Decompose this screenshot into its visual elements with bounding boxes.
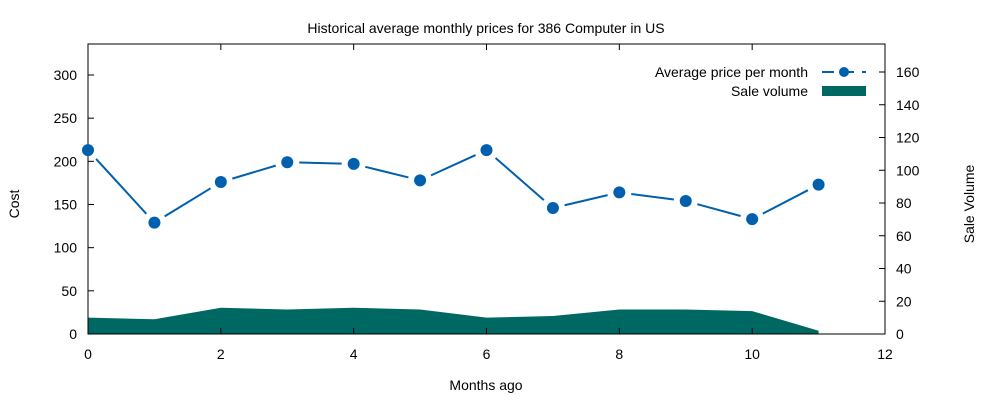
price-point: [281, 156, 294, 169]
y-tick-label: 300: [54, 67, 78, 83]
price-line-segment: [762, 189, 809, 215]
y-tick-label: 100: [54, 240, 78, 256]
price-line-segment: [631, 192, 674, 201]
price-line-segment: [164, 187, 212, 218]
x-tick-label: 10: [744, 346, 760, 362]
y2-tick-label: 20: [896, 293, 912, 309]
y-tick-label: 150: [54, 197, 78, 213]
chart-title: Historical average monthly prices for 38…: [307, 20, 664, 36]
price-line-segment: [95, 158, 148, 215]
price-line-segment: [365, 165, 409, 179]
y2-tick-label: 120: [896, 130, 920, 146]
y2-axis-label: Sale Volume: [961, 164, 977, 243]
price-line-segment: [430, 154, 476, 177]
x-tick-label: 8: [615, 346, 623, 362]
y2-tick-label: 0: [896, 326, 904, 342]
x-tick-label: 12: [877, 346, 893, 362]
price-point: [214, 176, 227, 189]
price-line-segment: [564, 194, 608, 207]
x-tick-label: 6: [483, 346, 491, 362]
price-point: [746, 213, 759, 226]
price-point: [480, 144, 493, 157]
legend-label-volume: Sale volume: [731, 83, 808, 99]
price-line-segment: [494, 157, 545, 201]
price-point: [82, 144, 94, 157]
volume-area: [88, 307, 819, 334]
price-point: [613, 186, 626, 199]
price-line-segment: [697, 203, 741, 217]
price-point: [546, 201, 559, 214]
x-tick-label: 2: [217, 346, 225, 362]
price-point: [347, 157, 360, 170]
x-tick-label: 4: [350, 346, 358, 362]
y-tick-label: 200: [54, 153, 78, 169]
legend-swatch-volume: [822, 86, 866, 96]
price-line-segment: [299, 161, 342, 165]
y2-tick-label: 160: [896, 64, 920, 80]
y-tick-label: 0: [69, 326, 77, 342]
price-point: [679, 195, 692, 208]
price-point: [148, 216, 161, 229]
y-axis-label: Cost: [6, 190, 22, 219]
price-line-segment: [232, 164, 277, 180]
legend-swatch-price-marker: [839, 67, 849, 77]
price-point: [812, 178, 825, 191]
x-tick-label: 0: [84, 346, 92, 362]
y2-tick-label: 40: [896, 261, 912, 277]
y2-tick-label: 80: [896, 195, 912, 211]
legend-label-price: Average price per month: [655, 64, 808, 80]
y-tick-label: 50: [61, 283, 77, 299]
y2-tick-label: 60: [896, 228, 912, 244]
y2-tick-label: 140: [896, 97, 920, 113]
y-tick-label: 250: [54, 110, 78, 126]
y2-tick-label: 100: [896, 162, 920, 178]
legend: Average price per month Sale volume: [655, 64, 866, 99]
price-point: [414, 174, 427, 187]
x-axis-label: Months ago: [449, 377, 522, 393]
